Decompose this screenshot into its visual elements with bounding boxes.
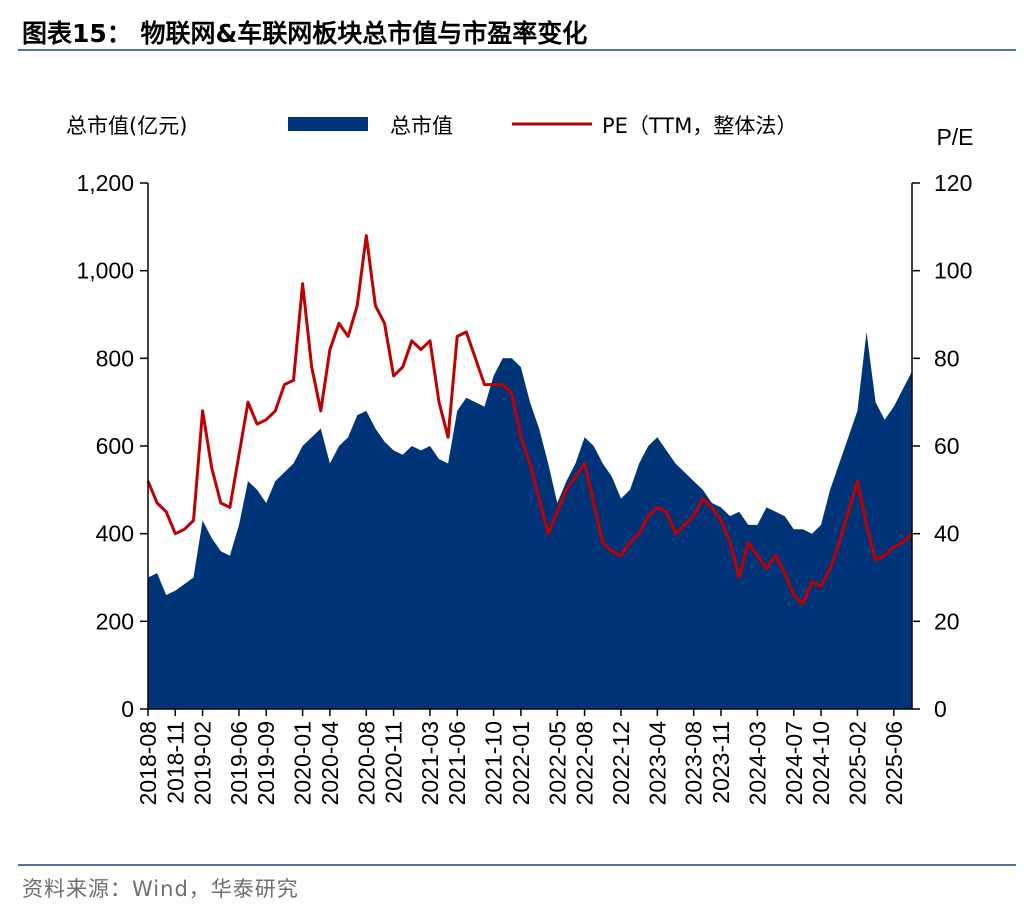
x-tick-label: 2022-05 xyxy=(544,721,570,805)
left-tick-label: 800 xyxy=(96,345,134,371)
right-tick-label: 0 xyxy=(934,696,947,722)
x-tick-label: 2018-11 xyxy=(162,721,188,804)
market-cap-area xyxy=(148,332,912,709)
x-tick-label: 2021-06 xyxy=(444,721,470,805)
source-rule xyxy=(18,864,1016,866)
left-tick-label: 400 xyxy=(96,521,134,547)
x-tick-label: 2018-08 xyxy=(135,721,161,805)
x-tick-label: 2024-07 xyxy=(781,721,807,805)
legend-area-label: 总市值 xyxy=(390,114,453,138)
left-tick-label: 1,200 xyxy=(76,170,134,196)
right-tick-label: 100 xyxy=(934,258,972,284)
right-tick-label: 20 xyxy=(934,608,960,634)
x-tick-label: 2022-08 xyxy=(572,721,598,805)
x-tick-label: 2023-11 xyxy=(708,721,734,804)
x-tick-label: 2024-03 xyxy=(744,721,770,805)
chart-title: 图表15： 物联网&车联网板块总市值与市盈率变化 xyxy=(22,19,588,48)
left-axis-label: 总市值(亿元) xyxy=(66,114,187,138)
x-tick-label: 2019-09 xyxy=(253,721,279,805)
left-tick-label: 0 xyxy=(121,696,134,722)
right-axis-label: P/E xyxy=(936,124,973,150)
x-tick-label: 2021-10 xyxy=(481,721,507,805)
x-tick-label: 2020-01 xyxy=(290,721,316,805)
right-tick-label: 40 xyxy=(934,521,960,547)
title-rule xyxy=(18,49,1016,51)
x-tick-label: 2020-11 xyxy=(381,721,407,804)
x-tick-label: 2025-06 xyxy=(881,721,907,805)
legend-line-label: PE（TTM，整体法） xyxy=(602,114,797,138)
x-tick-label: 2023-08 xyxy=(681,721,707,805)
x-tick-label: 2019-02 xyxy=(190,721,216,805)
left-tick-label: 200 xyxy=(96,608,134,634)
right-tick-label: 120 xyxy=(934,170,972,196)
x-tick-label: 2025-02 xyxy=(844,721,870,805)
right-tick-label: 60 xyxy=(934,433,960,459)
left-tick-label: 600 xyxy=(96,433,134,459)
x-tick-label: 2022-12 xyxy=(608,721,634,805)
x-tick-label: 2021-03 xyxy=(417,721,443,805)
x-tick-label: 2024-10 xyxy=(808,721,834,805)
x-tick-label: 2023-04 xyxy=(644,721,670,806)
legend-area-swatch xyxy=(288,117,368,131)
x-tick-label: 2020-08 xyxy=(353,721,379,805)
x-tick-label: 2019-06 xyxy=(226,721,252,805)
x-tick-label: 2022-01 xyxy=(508,721,534,805)
right-tick-label: 80 xyxy=(934,345,960,371)
left-tick-label: 1,000 xyxy=(76,258,134,284)
source-note: 资料来源：Wind，华泰研究 xyxy=(22,877,299,901)
pe-line xyxy=(146,234,914,606)
x-tick-label: 2020-04 xyxy=(317,721,343,806)
